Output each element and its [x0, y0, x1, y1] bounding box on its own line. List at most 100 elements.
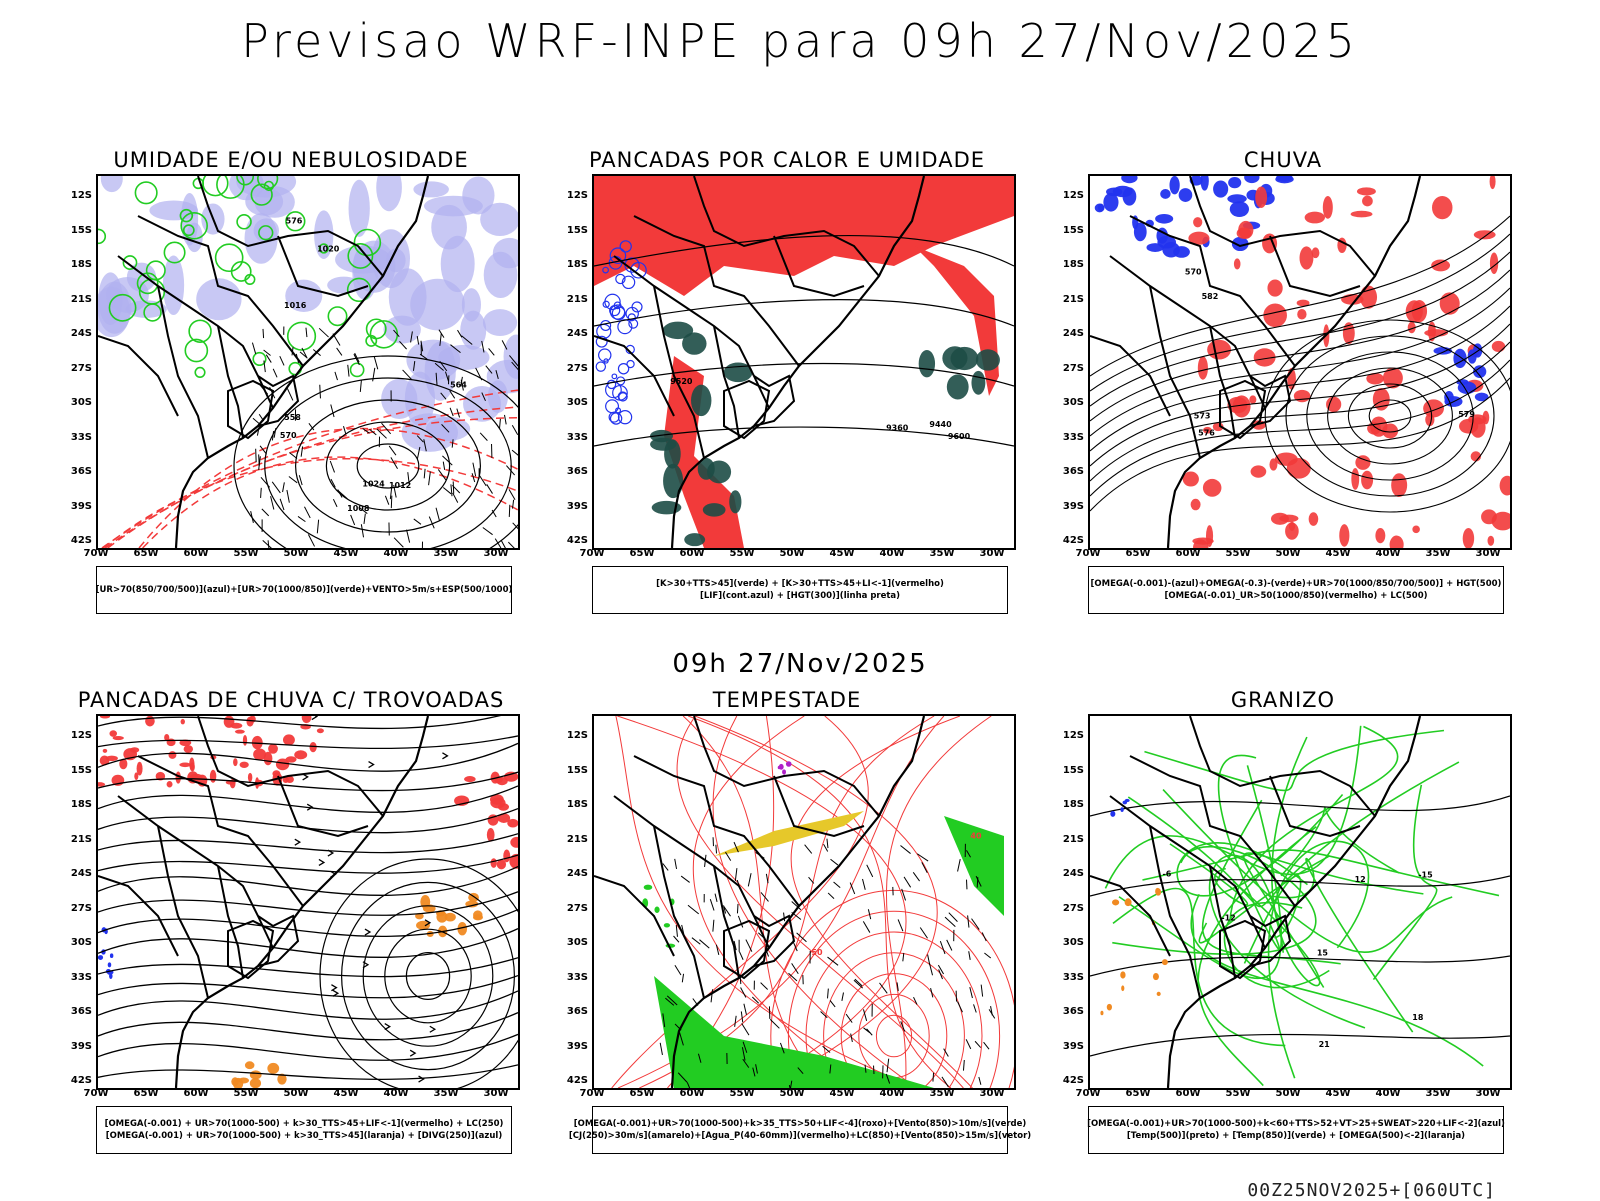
streamline-arrow: [369, 762, 374, 768]
wind-vector: [364, 514, 365, 524]
longitude-tick-label: 35W: [434, 548, 459, 559]
rain-red: [1423, 399, 1444, 417]
longitude-tick-label: 55W: [1226, 1088, 1251, 1099]
wind850-green: [664, 923, 670, 927]
wind-vector: [903, 953, 904, 961]
latitude-tick-label: 12S: [567, 730, 588, 741]
latitude-tick-label: 27S: [567, 363, 588, 374]
thunder-red: [235, 730, 245, 734]
wind-vector: [710, 899, 714, 910]
instability-green-area: [707, 460, 731, 483]
wind-vector: [735, 868, 737, 881]
longitude-tick-label: 30W: [1476, 548, 1501, 559]
longitude-tick-label: 60W: [680, 548, 705, 559]
latitude-tick-label: 33S: [1063, 972, 1084, 983]
latitude-tick-label: 36S: [71, 466, 92, 477]
contour-label: 18: [1412, 1013, 1424, 1022]
panel-title: PANCADAS POR CALOR E UMIDADE: [552, 148, 1022, 172]
wind-vector: [436, 508, 440, 521]
contour-label: 558: [284, 413, 301, 422]
thunder-red: [103, 749, 108, 753]
wind-vector: [741, 1011, 742, 1022]
latitude-tick-label: 39S: [71, 501, 92, 512]
latitude-tick-label: 39S: [567, 1041, 588, 1052]
rain-red: [1500, 476, 1510, 496]
wind-vector: [361, 524, 363, 537]
wind-vector: [266, 355, 271, 363]
country-border: [594, 876, 674, 956]
rain-red: [1297, 309, 1306, 320]
rain-red: [1289, 522, 1295, 531]
wind-vector: [272, 431, 273, 440]
wind-vector: [966, 1039, 971, 1049]
latitude-tick-label: 39S: [1063, 1041, 1084, 1052]
storm-purple: [786, 761, 792, 767]
wind-vector: [675, 859, 677, 869]
wind-vector: [483, 527, 493, 534]
rain-red: [1490, 176, 1496, 189]
wind-vector: [739, 952, 743, 960]
latitude-tick-label: 42S: [567, 1075, 588, 1086]
rain-red: [1207, 340, 1231, 360]
omega-blue: [1244, 176, 1259, 183]
omega500-orange: [1100, 1011, 1103, 1016]
streamline-arrow: [419, 1076, 424, 1082]
thunder-red: [179, 763, 191, 768]
thunder-orange: [436, 911, 447, 922]
wind-vector: [922, 862, 927, 872]
instability-green-area: [684, 533, 705, 546]
wind-vector: [394, 538, 403, 548]
longitude-tick-label: 55W: [234, 1088, 259, 1099]
wind-vector: [674, 936, 679, 942]
contour-label: 570: [1185, 268, 1202, 277]
longitude-tick-label: 55W: [234, 548, 259, 559]
latitude-tick-label: 30S: [1063, 397, 1084, 408]
wind-vector: [289, 477, 297, 483]
wind-vector: [509, 489, 515, 499]
latitude-tick-label: 33S: [1063, 432, 1084, 443]
map-canvas: [98, 716, 518, 1088]
longitude-tick-label: 70W: [580, 1088, 605, 1099]
wind-vector: [766, 874, 768, 883]
contour-label: 1016: [284, 301, 307, 310]
instability-green-area: [703, 503, 726, 516]
longitude-tick-label: 60W: [1176, 548, 1201, 559]
omega-blue: [1155, 214, 1173, 224]
wind-vector: [958, 859, 961, 871]
thunder-red: [109, 730, 116, 737]
wind-vector: [287, 389, 292, 401]
wind-vector: [828, 957, 839, 965]
thunder-orange: [231, 1077, 239, 1086]
thunder-red: [246, 717, 253, 727]
latitude-tick-label: 42S: [71, 535, 92, 546]
wind-vector: [982, 932, 986, 941]
streamline-arrow: [319, 859, 324, 865]
contour-label: 579: [1458, 410, 1475, 419]
humidity-shade: [101, 176, 123, 192]
wind-vector: [784, 913, 785, 922]
thunder-red: [240, 762, 249, 768]
country-border: [228, 381, 273, 438]
omega-blue: [1173, 246, 1190, 258]
contour-label: -6: [1162, 869, 1171, 878]
latitude-tick-label: 33S: [71, 972, 92, 983]
green-contour: [98, 229, 105, 243]
legend-line: [OMEGA(-0.001)+UR>70(1000-500)+k<60+TTS>…: [1087, 1118, 1505, 1130]
streamline: [98, 867, 518, 896]
wind-vector: [252, 343, 255, 354]
contour-label: 9520: [670, 377, 693, 386]
thickness-line: [139, 429, 518, 548]
wind-vector: [453, 493, 458, 503]
longitude-tick-label: 70W: [84, 548, 109, 559]
streamline-lc850: [886, 716, 991, 1088]
country-border: [694, 716, 879, 816]
rain-red: [1440, 292, 1460, 314]
green-contour: [135, 182, 156, 203]
lif-contour: [606, 400, 619, 413]
wind-vector: [306, 328, 307, 337]
